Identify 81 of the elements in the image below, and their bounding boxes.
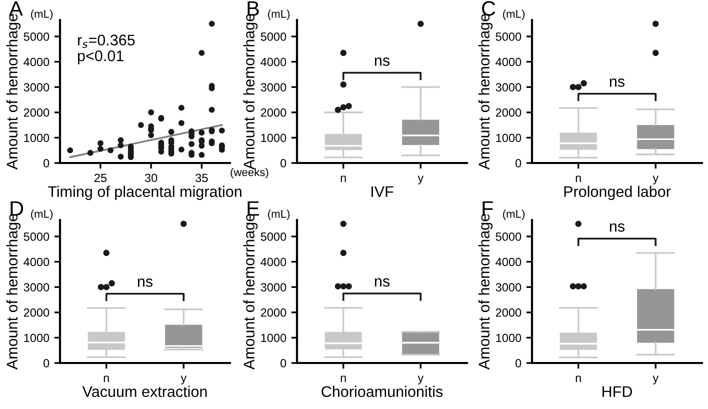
y-tick-label: 2000 bbox=[24, 308, 50, 317]
chart-title: C bbox=[482, 1, 496, 16]
y-tick-label: 5000 bbox=[24, 32, 50, 41]
y-tick-label: 4000 bbox=[260, 258, 286, 266]
chart-title: D bbox=[10, 201, 24, 216]
text: (mL) bbox=[503, 210, 525, 220]
y-tick-label: 0 bbox=[515, 159, 522, 168]
x-axis-title: Vacuum extraction bbox=[82, 386, 207, 398]
y-tick-label: 2000 bbox=[260, 108, 286, 117]
y-tick-label: 1000 bbox=[261, 134, 286, 142]
text: (mL) bbox=[503, 10, 525, 20]
y-tick-label: 0 bbox=[515, 359, 522, 368]
annotation: ns bbox=[610, 78, 625, 87]
y-tick-label: 2000 bbox=[496, 108, 522, 117]
y-tick-label: 3000 bbox=[496, 283, 522, 292]
text: (mL) bbox=[268, 210, 290, 220]
y-tick-label: 4000 bbox=[496, 58, 522, 66]
annotation: r$_{s}$=0.365 bbox=[78, 34, 135, 48]
text: (mL) bbox=[31, 210, 53, 220]
y-tick-label: 2000 bbox=[260, 308, 286, 317]
annotation: ns bbox=[138, 278, 153, 287]
x-tick-label: n bbox=[576, 176, 581, 182]
y-axis-title: Amount of hemorrhage bbox=[6, 14, 21, 170]
chart-title: F bbox=[482, 201, 493, 216]
y-tick-label: 0 bbox=[43, 359, 50, 368]
chart-title: A bbox=[9, 1, 23, 16]
y-tick-label: 1000 bbox=[261, 334, 286, 342]
x-tick-label: y bbox=[418, 376, 424, 384]
x-tick-label: 35 bbox=[196, 174, 208, 182]
text: (mL) bbox=[31, 10, 53, 20]
y-axis-title: Amount of hemorrhage bbox=[478, 14, 493, 170]
y-tick-label: 5000 bbox=[24, 232, 50, 241]
y-tick-label: 3000 bbox=[496, 83, 522, 92]
y-tick-label: 5000 bbox=[496, 32, 522, 41]
x-tick-label: 30 bbox=[144, 174, 158, 182]
y-tick-label: 1000 bbox=[496, 334, 522, 342]
y-tick-label: 5000 bbox=[260, 232, 286, 241]
y-tick-label: 5000 bbox=[496, 232, 522, 241]
y-tick-label: 1000 bbox=[24, 134, 50, 142]
y-tick-label: 2000 bbox=[24, 108, 50, 117]
x-axis-title: IVF bbox=[372, 186, 394, 197]
y-tick-label: 5000 bbox=[260, 32, 286, 41]
y-tick-label: 1000 bbox=[496, 134, 522, 142]
text: (weeks) bbox=[230, 168, 268, 178]
x-tick-label: n bbox=[576, 376, 581, 382]
chart-title: E bbox=[248, 201, 259, 216]
x-tick-label: n bbox=[340, 176, 346, 182]
y-tick-label: 3000 bbox=[24, 283, 50, 292]
x-tick-label: y bbox=[652, 176, 659, 184]
chart-title: B bbox=[248, 1, 259, 16]
x-tick-label: n bbox=[104, 376, 109, 382]
y-tick-label: 3000 bbox=[24, 83, 50, 92]
y-tick-label: 4000 bbox=[24, 58, 50, 66]
x-axis-title: Timing of placental migration bbox=[48, 186, 242, 200]
x-tick-label: n bbox=[340, 376, 346, 382]
x-axis-title: HFD bbox=[602, 386, 632, 397]
y-axis-title: Amount of hemorrhage bbox=[243, 14, 258, 170]
y-tick-label: 0 bbox=[43, 159, 50, 168]
y-tick-label: 4000 bbox=[24, 258, 50, 266]
y-axis-title: Amount of hemorrhage bbox=[6, 214, 21, 370]
y-tick-label: 2000 bbox=[496, 308, 522, 317]
y-axis-title: Amount of hemorrhage bbox=[243, 214, 258, 370]
x-axis-title: Prolonged labor bbox=[564, 186, 671, 200]
y-tick-label: 3000 bbox=[260, 283, 286, 292]
x-tick-label: y bbox=[652, 376, 659, 384]
x-tick-label: y bbox=[180, 376, 187, 384]
y-tick-label: 1000 bbox=[24, 334, 50, 342]
annotation: ns bbox=[374, 58, 390, 66]
annotation: ns bbox=[610, 223, 625, 232]
text: (mL) bbox=[268, 10, 290, 20]
x-axis-title: Chorioamunionitis bbox=[322, 386, 443, 398]
y-tick-label: 3000 bbox=[260, 83, 286, 92]
y-tick-label: 0 bbox=[280, 359, 286, 368]
y-tick-label: 0 bbox=[280, 159, 286, 168]
y-tick-label: 4000 bbox=[496, 258, 522, 266]
y-axis-title: Amount of hemorrhage bbox=[478, 214, 493, 370]
y-tick-label: 4000 bbox=[260, 58, 286, 66]
x-tick-label: 25 bbox=[94, 174, 107, 182]
x-tick-label: y bbox=[418, 176, 424, 184]
annotation: ns bbox=[374, 278, 390, 287]
annotation: p<0.01 bbox=[78, 50, 124, 64]
